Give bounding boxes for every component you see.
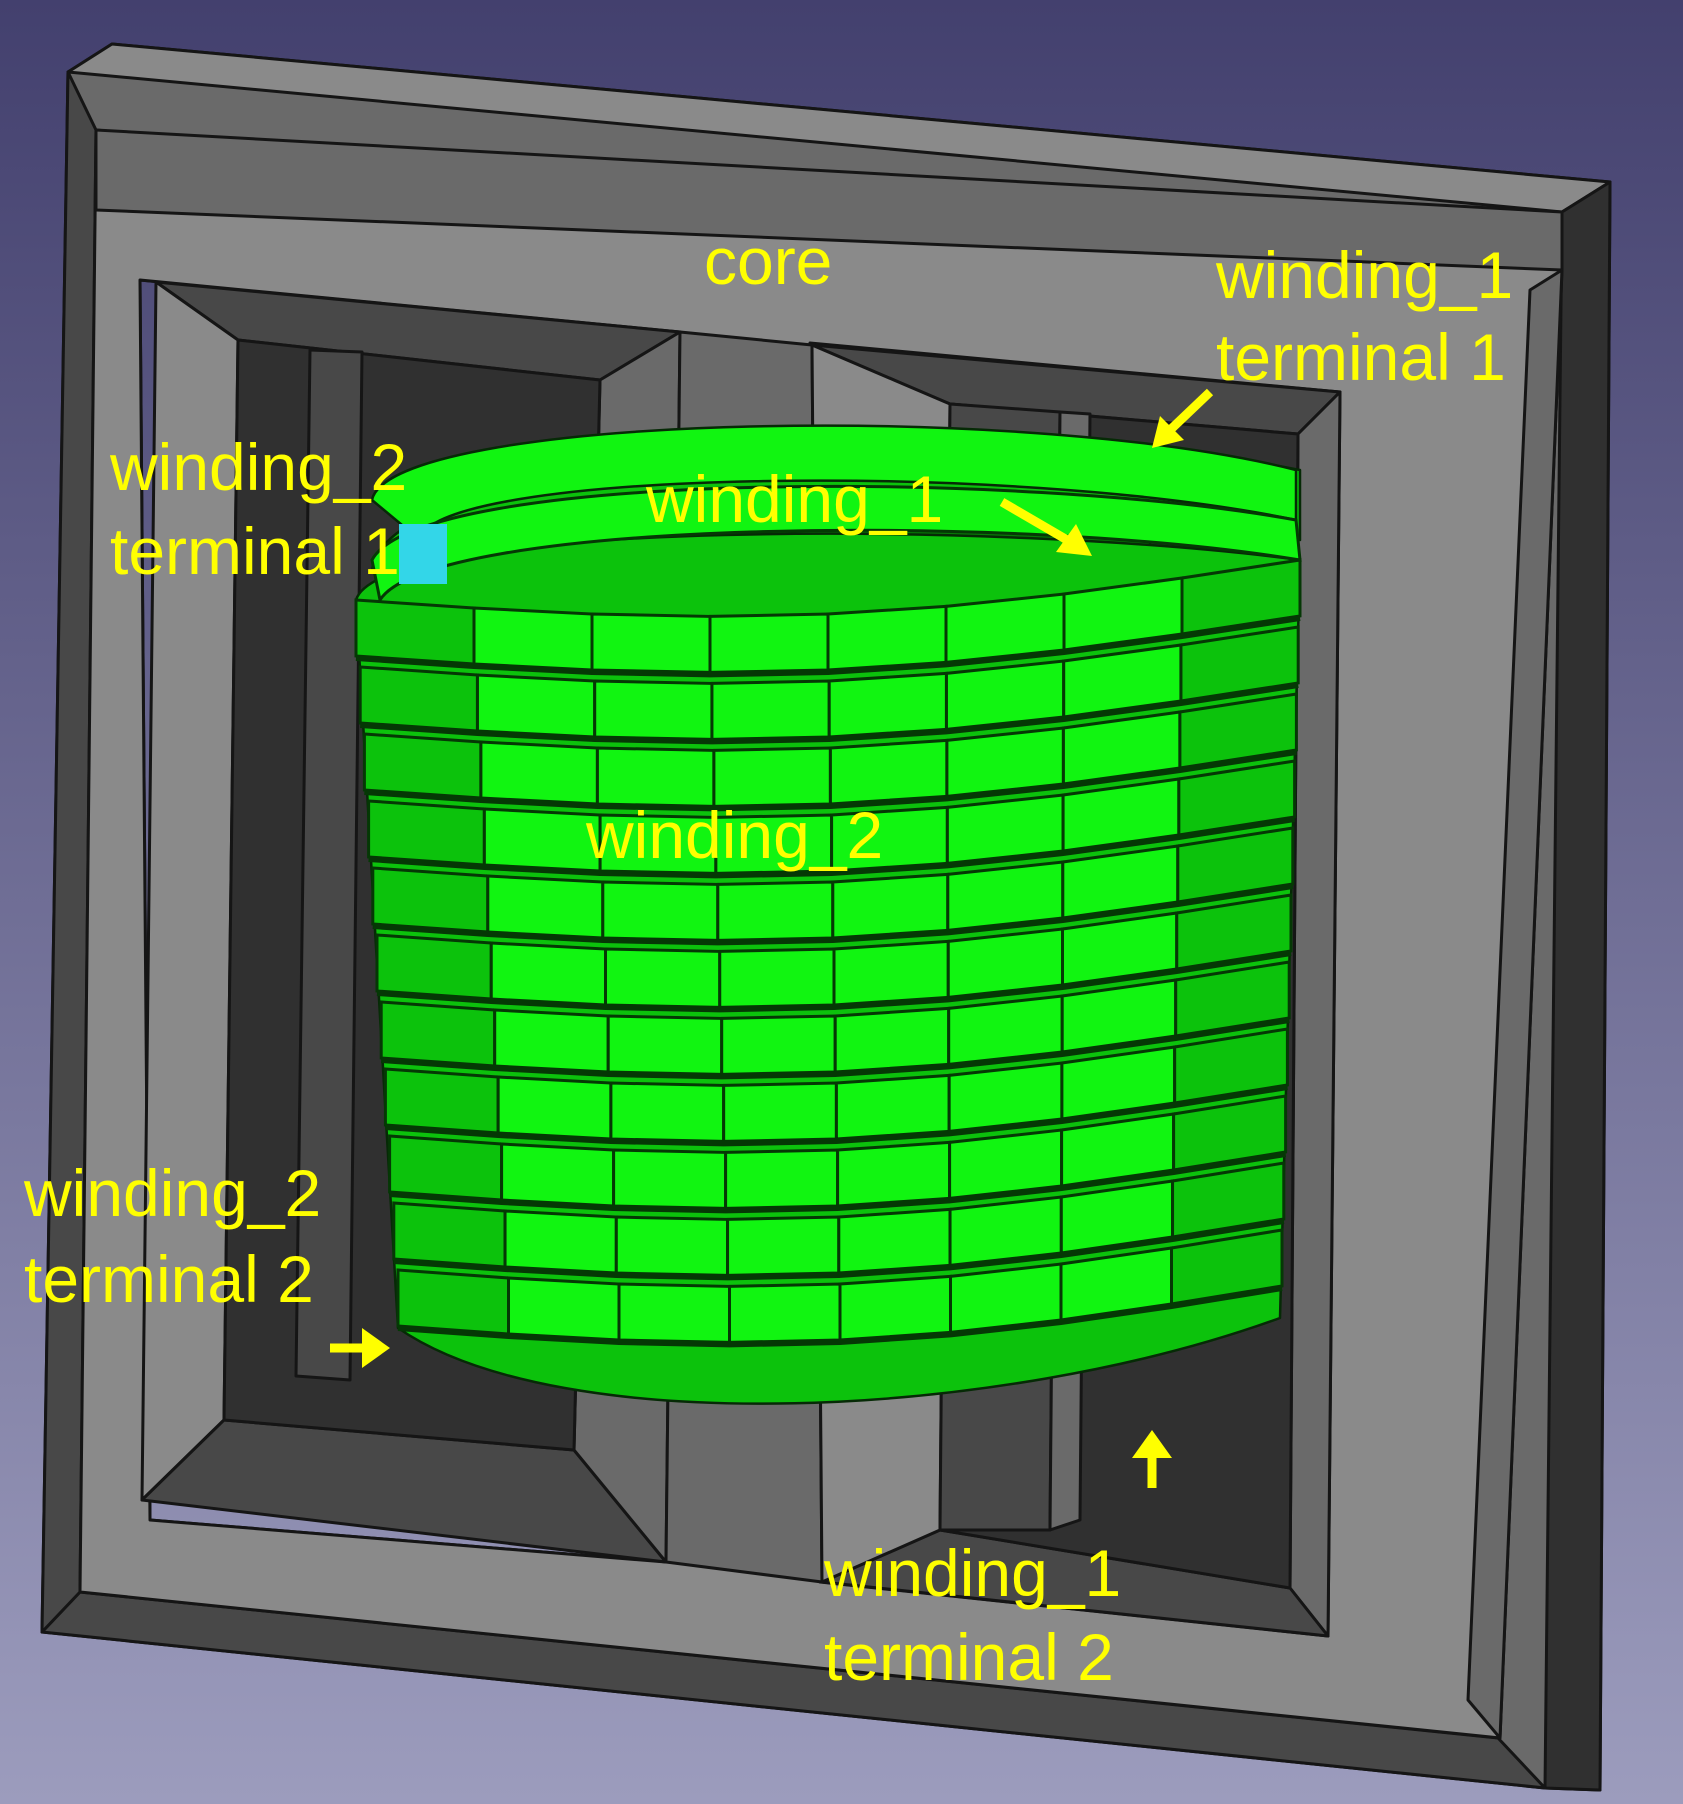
winding-turn-segment — [724, 1148, 840, 1210]
winding-turn-segment — [1178, 692, 1298, 770]
winding-turn-gap — [376, 950, 1292, 1013]
winding-turn-segment — [493, 1008, 610, 1074]
label-winding-1-terminal-1-line2: terminal 1 — [1216, 320, 1506, 394]
winding-turn-segment — [1170, 1228, 1284, 1306]
winding-turn-segment — [367, 799, 486, 867]
winding-turn-segment — [475, 673, 597, 739]
winding-turn-segment — [710, 679, 831, 741]
label-core: core — [704, 224, 832, 298]
winding-turn-segment — [379, 1000, 497, 1068]
label-winding-1-terminal-2-line1: winding_1 — [823, 1536, 1121, 1610]
winding-turn-segment — [383, 1067, 500, 1135]
winding-turn-segment — [827, 671, 948, 739]
winding-turn-segment — [392, 1201, 507, 1269]
annotation-labels: core winding_1 terminal 1 winding_1 wind… — [23, 224, 1513, 1694]
label-winding-1-terminal-1-line1: winding_1 — [1215, 238, 1513, 312]
winding-turn-segment — [1172, 1094, 1288, 1172]
winding-turn-segment — [1176, 826, 1295, 904]
winding-turn-gap — [364, 749, 1297, 812]
winding-turn-segment — [496, 1075, 613, 1141]
arrow-winding-1-terminal-1 — [1152, 388, 1214, 448]
winding-turn-segment — [479, 740, 599, 806]
label-winding-1: winding_1 — [645, 462, 943, 536]
winding-turn-segment — [375, 933, 493, 1001]
winding-turn-segment — [500, 1142, 616, 1208]
winding-turn-segment — [396, 1268, 510, 1336]
annotation-arrows — [330, 388, 1214, 1488]
winding-turn-segment — [614, 1215, 730, 1277]
winding-turn-segment — [1174, 960, 1291, 1038]
winding-turn-segment — [503, 1209, 618, 1275]
winding-turn-gap — [397, 1285, 1283, 1348]
winding-turn-gap — [359, 682, 1299, 745]
label-winding-2-terminal-1-line1: winding_2 — [109, 430, 407, 504]
winding-turn-segment — [507, 1276, 621, 1342]
winding-turn-segment — [601, 880, 720, 942]
winding-turn-segment — [828, 738, 949, 806]
winding-turn-segment — [371, 866, 490, 934]
label-winding-1-terminal-2-line2: terminal 2 — [824, 1620, 1114, 1694]
winding-turn-segment — [358, 665, 479, 733]
winding-turn-segment — [606, 1014, 724, 1076]
winding-turn-segment — [362, 732, 483, 800]
winding-turn-segment — [726, 1215, 841, 1277]
winding-back-ring-top — [370, 424, 1298, 542]
winding-turn-segment — [708, 612, 830, 674]
winding-turn-segment — [617, 1282, 731, 1344]
winding-turn-gap — [372, 883, 1294, 946]
label-winding-2-terminal-2-line2: terminal 2 — [24, 1242, 314, 1316]
winding-turn-segment — [831, 872, 950, 940]
winding-turn-gap — [393, 1218, 1285, 1281]
winding-turn-segment — [1171, 1161, 1286, 1239]
winding-turn-segment — [354, 598, 476, 666]
winding-turn-segment — [604, 947, 722, 1009]
winding-turn-gap — [368, 816, 1296, 879]
winding-turn-segment — [716, 880, 835, 942]
winding-turn-segment — [1175, 893, 1293, 971]
winding-turn-gap — [380, 1017, 1290, 1080]
core-right-rim — [1543, 180, 1612, 1792]
label-winding-2-terminal-2-line1: winding_2 — [23, 1156, 321, 1230]
winding-turn-segment — [826, 604, 948, 672]
winding-turn-gap — [355, 615, 1301, 678]
winding-turn-segment — [1180, 558, 1302, 636]
arrow-winding-1 — [999, 498, 1092, 556]
arrow-winding-1-terminal-2 — [1132, 1430, 1172, 1488]
winding-turn-segment — [472, 606, 594, 672]
winding-turn-segment — [593, 679, 714, 741]
label-winding-2-terminal-1-number: 1 — [363, 514, 400, 588]
winding-turns — [354, 484, 1302, 1348]
winding-turn-segment — [590, 612, 712, 674]
label-winding-2-terminal-1-line2: terminal 1 — [110, 514, 400, 588]
winding-turn-segment — [1177, 759, 1297, 837]
winding-turn-segment — [718, 947, 836, 1009]
winding-turn-segment — [832, 939, 950, 1007]
core-front-bevel-right — [1466, 268, 1564, 1740]
winding-turn-segment — [834, 1073, 951, 1141]
winding-turn-segment — [1173, 1027, 1289, 1105]
winding-turn-gap — [389, 1151, 1287, 1214]
terminal-number-highlight — [399, 524, 447, 584]
winding-turn-segment — [836, 1140, 952, 1208]
winding-turn-segment — [482, 807, 602, 873]
winding-turn-segment — [388, 1134, 504, 1202]
label-winding-2: winding_2 — [585, 798, 883, 872]
winding-turn-segment — [609, 1081, 726, 1143]
core-left-window-back-wall — [294, 348, 364, 1382]
winding-turn-segment — [1179, 625, 1300, 703]
winding-turn-segment — [837, 1207, 952, 1275]
winding-turn-segment — [833, 1006, 951, 1074]
winding-turn-segment — [838, 1274, 952, 1342]
winding-turn-segment — [728, 1282, 842, 1344]
winding-turn-segment — [722, 1081, 838, 1143]
arrow-winding-2-terminal-2 — [330, 1328, 390, 1368]
winding-turn-gap — [385, 1084, 1288, 1147]
winding-turn-segment — [489, 941, 607, 1007]
winding-turn-segment — [486, 874, 605, 940]
label-winding-2-terminal-1-prefix: terminal — [110, 514, 363, 588]
winding-turn-segment — [720, 1014, 837, 1076]
winding-turn-segment — [612, 1148, 728, 1210]
